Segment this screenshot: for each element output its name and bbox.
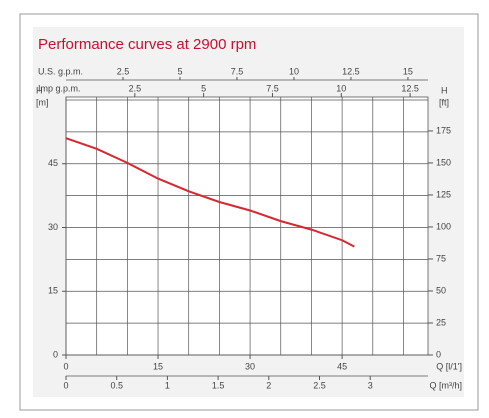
x3-tick-label: 2.5 — [117, 66, 130, 76]
y2-tick-label: 150 — [436, 157, 451, 167]
y-tick-label: 30 — [48, 222, 58, 232]
x4-tick-label: 12.5 — [401, 83, 419, 93]
chart-title: Performance curves at 2900 rpm — [38, 36, 256, 53]
x4-tick-label: 5 — [201, 83, 206, 93]
x4-tick-label: 10 — [336, 83, 346, 93]
x3-tick-label: 12.5 — [342, 66, 360, 76]
x3-tick-label: 10 — [289, 66, 299, 76]
x4-tick-label: 2.5 — [129, 83, 142, 93]
x2-tick-label: 1.5 — [212, 380, 225, 390]
x2-tick-label: 1 — [165, 380, 170, 390]
y2-tick-label: 50 — [436, 285, 446, 295]
plot-area — [65, 96, 429, 356]
x-label: Q [l/1'] — [436, 361, 462, 371]
y-tick-label: 15 — [48, 286, 58, 296]
x-tick-label: 45 — [337, 361, 347, 371]
x4-label: Imp g.p.m. — [38, 83, 81, 93]
x-tick-label: 30 — [245, 361, 255, 371]
y2-tick-label: 100 — [436, 221, 451, 231]
x2-tick-label: 0.5 — [110, 380, 123, 390]
y2-tick-label: 75 — [436, 253, 446, 263]
y-tick-label: 0 — [53, 349, 58, 359]
x4-tick-label: 7.5 — [266, 83, 279, 93]
y-tick-label: 45 — [48, 158, 58, 168]
y2-tick-label: 175 — [436, 125, 451, 135]
x2-tick-label: 3 — [368, 380, 373, 390]
x3-tick-label: 7.5 — [231, 66, 244, 76]
x-tick-label: 0 — [63, 361, 68, 371]
x2-tick-label: 2 — [266, 380, 271, 390]
y-label: H — [36, 85, 43, 95]
y2-label: H — [441, 85, 448, 95]
x3-label: U.S. g.p.m. — [38, 66, 83, 76]
x-tick-label: 15 — [153, 361, 163, 371]
y2-tick-label: 25 — [436, 317, 446, 327]
curve — [65, 137, 355, 248]
y2-tick-label: 125 — [436, 189, 451, 199]
x3-tick-label: 5 — [177, 66, 182, 76]
x3-tick-label: 15 — [403, 66, 413, 76]
y2-unit: [ft] — [439, 97, 449, 107]
x2-tick-label: 0 — [63, 380, 68, 390]
x2-tick-label: 2.5 — [313, 380, 326, 390]
y2-tick-label: 0 — [436, 349, 441, 359]
x2-label: Q [m³/h] — [429, 380, 462, 390]
y-unit: [m] — [36, 97, 49, 107]
